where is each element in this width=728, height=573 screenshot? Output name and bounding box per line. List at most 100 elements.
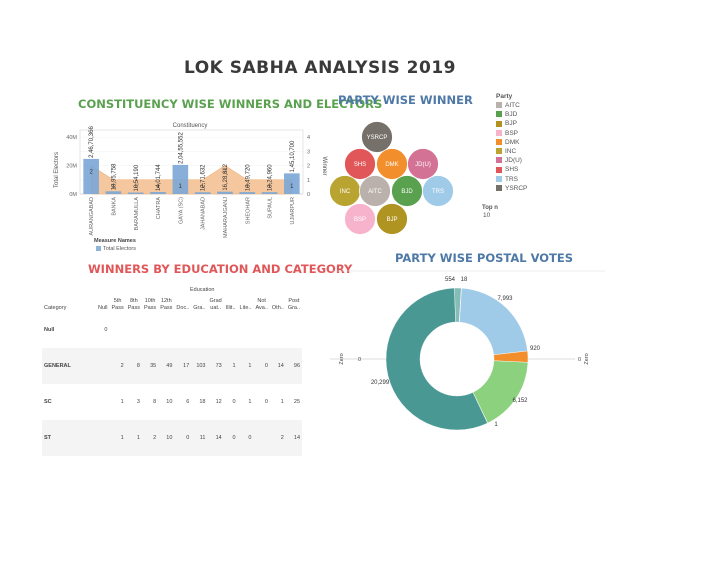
education-header: Education (190, 287, 215, 293)
y-right-tick: 1 (307, 178, 310, 184)
column-header: Doc.. (176, 305, 190, 311)
electors-value-label: 13,49,720 (245, 164, 251, 191)
column-header: 12th Pass (160, 298, 173, 311)
legend-swatch (496, 185, 502, 192)
party-bubble-label: BSP (354, 217, 366, 223)
table-cell: 17 (174, 348, 192, 384)
table-cell (253, 420, 270, 456)
table-cell (109, 312, 125, 348)
party-bubble[interactable] (344, 148, 376, 180)
legend-label: INC (505, 148, 517, 155)
table-cell: 1 (237, 348, 254, 384)
party-bubble[interactable] (376, 203, 408, 235)
party-legend-item[interactable]: AITC (496, 102, 520, 110)
party-bubble-label: YSRCP (367, 135, 388, 141)
party-legend-item[interactable]: DMK (496, 139, 519, 147)
table-cell: 96 (285, 348, 303, 384)
party-legend-item[interactable]: BJD (496, 111, 517, 119)
legend-swatch (496, 129, 502, 136)
legend-label: DMK (505, 138, 520, 146)
party-bubble-label: TRS (432, 189, 444, 195)
postal-slice-label: 20,299 (371, 380, 390, 386)
legend-swatch (496, 157, 502, 164)
party-bubble[interactable] (359, 175, 391, 207)
table-cell: 0 (264, 399, 268, 405)
table-cell (142, 312, 158, 348)
category-tick-label: CHATRA (156, 197, 162, 220)
category-tick-label: BANKA (111, 197, 117, 216)
party-bubble[interactable] (407, 148, 439, 180)
topn-value[interactable]: 10 (483, 212, 491, 219)
measure-legend-item: Total Electors (96, 246, 136, 252)
postal-slice[interactable] (459, 287, 528, 356)
electors-bar (239, 192, 256, 194)
column-header: Oth.. (271, 305, 284, 311)
table-cell (174, 312, 191, 348)
category-tick-label: SHEOHAR (245, 197, 251, 224)
category-tick-label: UJIARPUR (290, 197, 296, 225)
postal-slice-label: 7,993 (497, 296, 513, 302)
legend-swatch (496, 111, 502, 118)
column-header: Gra.. (193, 305, 206, 311)
table-cell: 14 (207, 420, 224, 456)
table-cell: 8 (125, 348, 142, 384)
party-legend-item[interactable]: INC (496, 148, 516, 156)
electors-bar (150, 192, 166, 194)
electors-bar (172, 164, 189, 194)
table-cell: 73 (207, 348, 224, 384)
table-cell: 12 (215, 399, 222, 405)
legend-label: JD(U) (505, 157, 522, 165)
table-cell (126, 312, 142, 348)
left-axis-label: Zero (339, 353, 345, 364)
table-row: GENERAL 2 8 35 49 17 103 73 1 1 0 14 96 (42, 348, 303, 384)
table-cell (253, 312, 269, 348)
postal-slice-label: 6,152 (512, 398, 528, 404)
party-legend-item[interactable]: JD(U) (496, 157, 522, 165)
party-legend-item[interactable]: YSRCP (496, 185, 527, 193)
table-cell: 14 (285, 420, 303, 456)
table-cell: 0 (174, 420, 192, 456)
right-axis-label: Zero (584, 353, 590, 364)
electors-bar (217, 191, 233, 194)
table-cell: 49 (158, 348, 175, 384)
column-header: Post Gra.. (287, 298, 301, 311)
legend-swatch (496, 102, 502, 109)
electors-value-label: 1,45,10,700 (290, 140, 296, 172)
legend-label: AITC (505, 102, 520, 109)
category-tick-label: MAHARAJGANJ (223, 197, 229, 238)
legend-label: SHS (505, 166, 519, 174)
table-cell: 25 (293, 399, 301, 405)
table-cell: 11 (191, 420, 208, 456)
category-tick-label: BARAMULLA (134, 197, 140, 231)
winner-value-label: 1 (268, 184, 272, 190)
party-bubble-label: SHS (354, 162, 366, 168)
winner-value-label: 1 (201, 184, 205, 190)
legend-label: BJD (505, 111, 518, 119)
table-cell: 103 (191, 348, 208, 384)
party-legend-item[interactable]: BJP (496, 120, 517, 128)
party-bubble[interactable] (344, 203, 376, 235)
category-header: Category (44, 305, 67, 311)
party-bubble-label: DMK (385, 162, 398, 168)
postal-votes-title: PARTY WISE POSTAL VOTES (395, 251, 574, 265)
legend-swatch (96, 246, 101, 252)
electors-value-label: 13,24,960 (268, 164, 274, 191)
legend-label: BSP (505, 129, 519, 137)
electors-value-label: 14,01,744 (156, 164, 162, 191)
postal-slice[interactable] (459, 287, 462, 323)
left-axis-tick: 0 (358, 357, 361, 363)
party-winner-bubbles: YSRCP SHS DMK JD(U) INC AITC BJD TRS BSP BJP (329, 121, 454, 235)
table-row: SC 1 3 8 10 6 18 12 0 1 0 1 25 (42, 384, 302, 420)
y-right-tick: 2 (307, 164, 310, 170)
party-legend-item[interactable]: BSP (496, 130, 518, 138)
postal-slice-label: 554 (445, 277, 456, 283)
table-cell: 1 (125, 420, 142, 456)
party-bubble[interactable] (422, 175, 454, 207)
party-bubble[interactable] (361, 121, 393, 153)
party-legend-item[interactable]: SHS (496, 166, 518, 174)
party-legend-item[interactable]: TRS (496, 176, 518, 184)
column-header: Not Ava.. (255, 298, 268, 311)
postal-slice-label: 1 (494, 422, 498, 428)
table-cell: 0 (104, 327, 108, 333)
electors-value-label: 10,54,190 (134, 164, 140, 191)
